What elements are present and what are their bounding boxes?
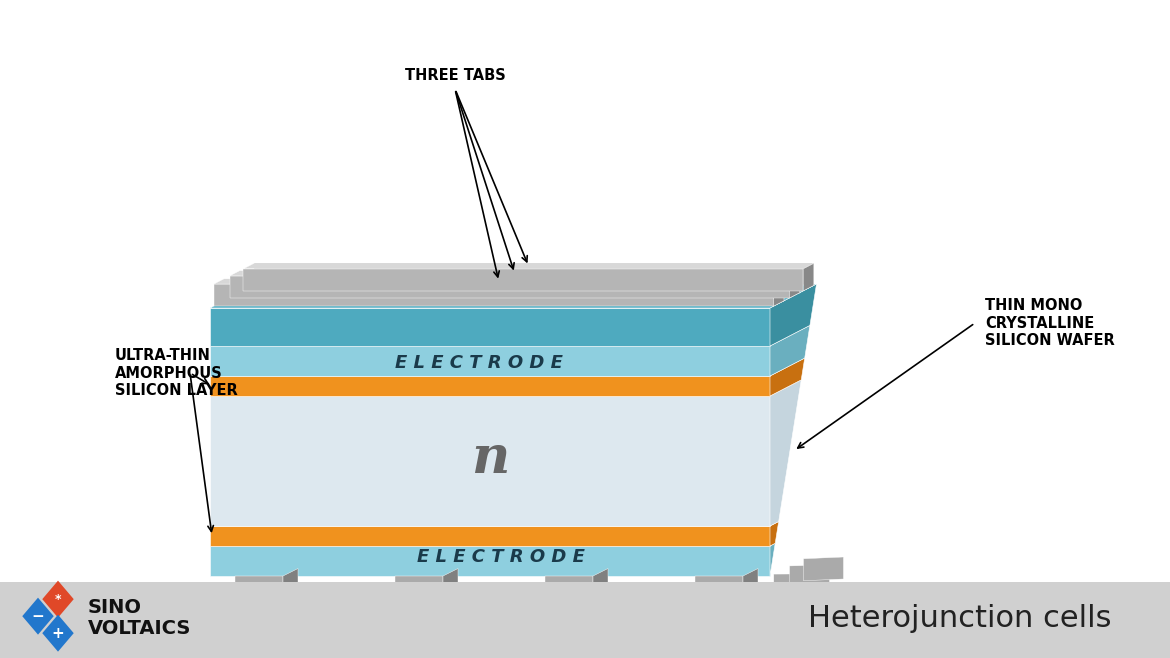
Polygon shape	[790, 270, 800, 298]
Text: ULTRA-THIN
AMORPHOUS
SILICON LAYER: ULTRA-THIN AMORPHOUS SILICON LAYER	[115, 348, 238, 398]
Polygon shape	[42, 615, 74, 651]
Polygon shape	[695, 576, 743, 600]
Polygon shape	[770, 544, 776, 576]
Polygon shape	[214, 284, 773, 306]
Polygon shape	[42, 580, 74, 618]
Text: n: n	[470, 433, 509, 484]
Polygon shape	[223, 279, 784, 301]
Polygon shape	[395, 576, 443, 600]
Text: −: −	[32, 609, 44, 624]
Text: Heterojunction cells: Heterojunction cells	[808, 603, 1112, 632]
Bar	[0, 582, 1170, 658]
Polygon shape	[209, 546, 770, 576]
Polygon shape	[443, 569, 457, 600]
Polygon shape	[283, 569, 298, 600]
Polygon shape	[209, 396, 770, 526]
Polygon shape	[214, 279, 784, 284]
Polygon shape	[229, 276, 790, 298]
Polygon shape	[209, 376, 770, 396]
Polygon shape	[770, 522, 779, 546]
Polygon shape	[229, 270, 800, 276]
Text: SINO: SINO	[88, 597, 142, 617]
Polygon shape	[243, 263, 813, 268]
Polygon shape	[773, 279, 784, 306]
Polygon shape	[770, 284, 817, 346]
Text: THIN MONO
CRYSTALLINE
SILICON WAFER: THIN MONO CRYSTALLINE SILICON WAFER	[985, 298, 1115, 348]
Polygon shape	[209, 526, 770, 546]
Polygon shape	[22, 597, 54, 635]
Text: VOLTAICS: VOLTAICS	[88, 619, 192, 638]
Polygon shape	[804, 263, 813, 291]
Polygon shape	[209, 346, 770, 376]
Polygon shape	[243, 268, 804, 291]
Polygon shape	[209, 284, 817, 308]
Text: E L E C T R O D E: E L E C T R O D E	[394, 353, 563, 372]
Polygon shape	[545, 576, 593, 600]
Text: +: +	[51, 626, 64, 641]
Polygon shape	[770, 326, 810, 376]
Text: E L E C T R O D E: E L E C T R O D E	[418, 547, 585, 566]
Polygon shape	[235, 576, 283, 600]
Polygon shape	[240, 270, 800, 293]
Polygon shape	[254, 263, 813, 286]
Text: *: *	[55, 593, 61, 605]
Polygon shape	[593, 569, 608, 600]
Polygon shape	[770, 380, 801, 526]
Polygon shape	[804, 557, 844, 581]
Text: THREE TABS: THREE TABS	[405, 68, 505, 84]
Polygon shape	[209, 308, 770, 346]
Polygon shape	[790, 565, 830, 588]
Polygon shape	[770, 358, 805, 396]
Polygon shape	[743, 569, 758, 600]
Polygon shape	[773, 574, 813, 596]
